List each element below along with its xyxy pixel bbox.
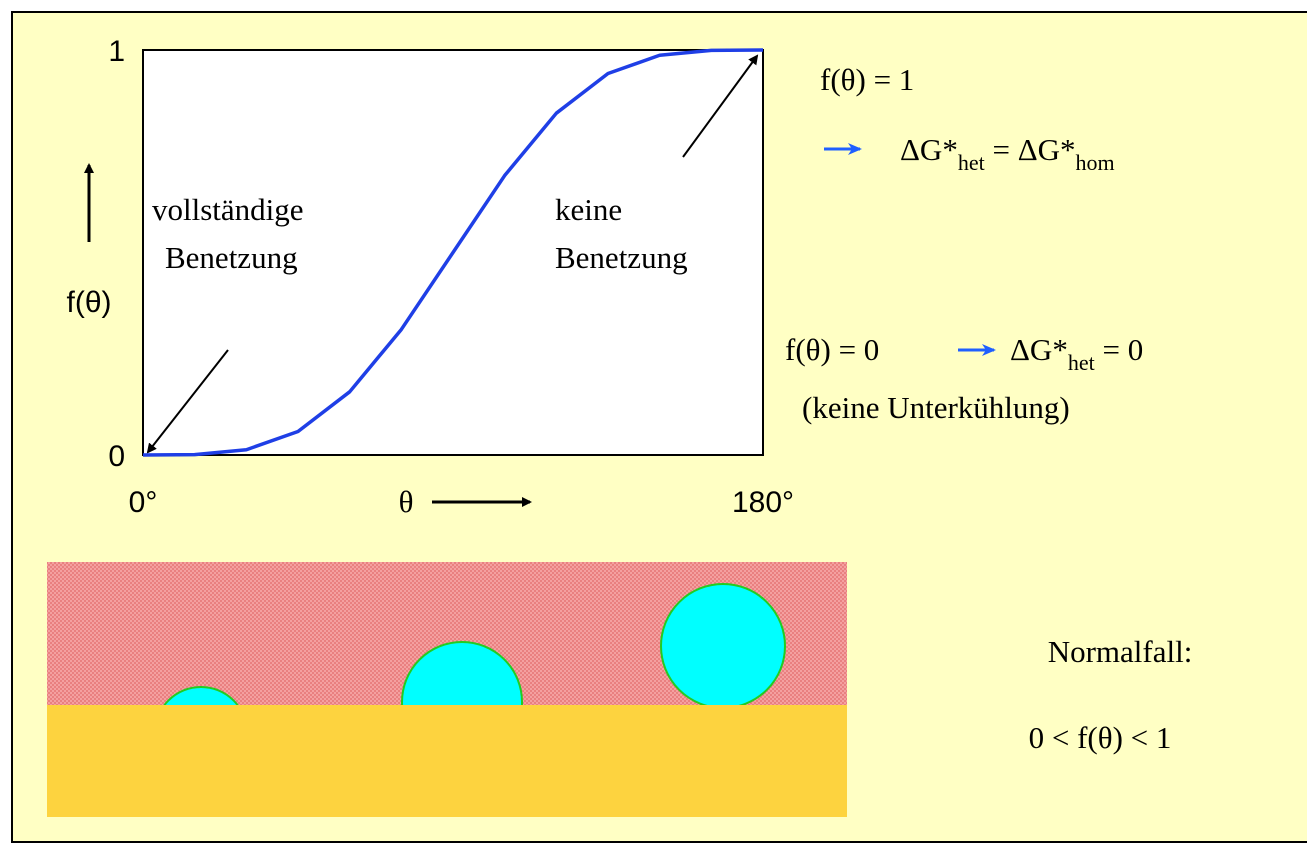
note: Normalfall:	[1048, 634, 1193, 669]
annotation: Benetzung	[165, 240, 298, 275]
eq-part: ΔG*	[1010, 332, 1068, 367]
equation: f(θ) = 0	[785, 332, 879, 367]
eq-sub: het	[958, 150, 985, 175]
x-axis-label: θ	[399, 484, 414, 519]
substrate	[47, 705, 847, 817]
note: 0 < f(θ) < 1	[1029, 720, 1172, 755]
equation: f(θ) = 1	[820, 62, 914, 97]
eq-part: ΔG*	[900, 132, 958, 167]
page: f(θ) θ vollständige Benetzung keine Bene…	[0, 0, 1307, 847]
annotation: vollständige	[152, 192, 304, 227]
y-axis-label: f(θ)	[67, 286, 112, 319]
note: (keine Unterkühlung)	[802, 390, 1070, 425]
annotation: keine	[555, 192, 622, 227]
x-tick-label: 0°	[129, 486, 158, 519]
x-tick-label: 180°	[732, 486, 794, 519]
eq-part: = ΔG*	[985, 132, 1076, 167]
eq-part: = 0	[1095, 332, 1143, 367]
chart: f(θ) θ vollständige Benetzung keine Bene…	[0, 0, 1307, 847]
annotation: Benetzung	[555, 240, 688, 275]
eq-sub: hom	[1076, 150, 1115, 175]
y-tick-label: 0	[108, 440, 125, 473]
nucleus	[661, 584, 785, 708]
eq-sub: het	[1068, 350, 1095, 375]
y-tick-label: 1	[108, 35, 125, 68]
